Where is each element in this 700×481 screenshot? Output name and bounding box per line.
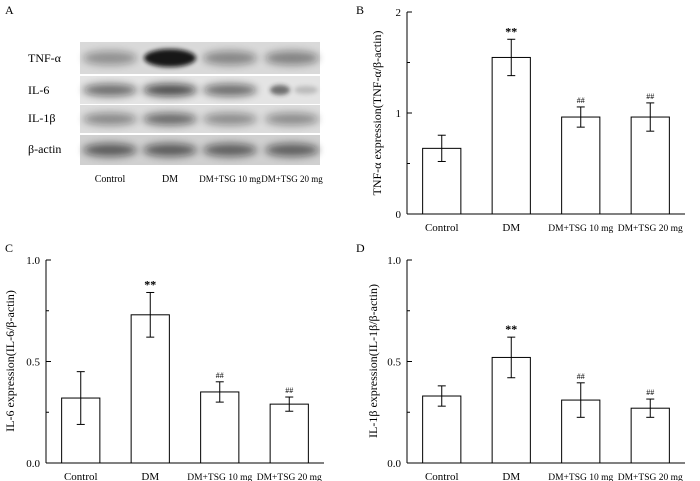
x-tick-label-4: DM+TSG 20 mg <box>257 473 322 481</box>
y-tick-label: 0.0 <box>26 458 40 470</box>
blot-band <box>203 143 257 157</box>
blot-band <box>203 112 257 126</box>
blot-row-labels: TNF-α IL-6 IL-1β β-actin <box>28 51 62 156</box>
y-axis-label: IL-6 expression(IL-6/β-actin) <box>3 290 17 432</box>
x-tick-label-2: DM <box>141 471 159 481</box>
x-tick-label-1: Control <box>425 471 459 481</box>
x-tick-label-3: DM+TSG 10 mg <box>548 473 613 481</box>
y-axis-label: TNF-α expression(TNF-α/β-actin) <box>370 31 384 196</box>
significance-mark-4: ## <box>646 388 654 397</box>
blot-band <box>143 112 197 126</box>
blot-band <box>83 143 137 157</box>
x-tick-label-3: DM+TSG 10 mg <box>548 224 613 234</box>
significance-mark-2: ** <box>144 277 156 291</box>
bar-4 <box>269 403 309 464</box>
x-tick-label-1: Control <box>64 471 98 481</box>
y-tick-label: 0.5 <box>387 357 401 369</box>
significance-mark-3: ## <box>216 371 224 380</box>
blot-row-label-actin: β-actin <box>28 142 61 156</box>
blot-lane-labels: Control DM DM+TSG 10 mg DM+TSG 20 mg <box>95 174 324 185</box>
blot-band <box>270 85 290 95</box>
blot-band <box>83 83 137 97</box>
y-axis-label: IL-1β expression(IL-1β/β-actin) <box>366 284 380 438</box>
blot-lane-label-dm: DM <box>162 174 178 185</box>
significance-mark-3: ## <box>577 372 585 381</box>
blot-band <box>83 112 137 126</box>
blot-lane-label-tsg20: DM+TSG 20 mg <box>261 174 323 184</box>
x-tick-label-4: DM+TSG 20 mg <box>618 224 683 234</box>
panel-letter-b: B <box>356 3 364 17</box>
blot-band <box>203 50 257 66</box>
x-tick-label-3: DM+TSG 10 mg <box>187 473 252 481</box>
x-tick-label-4: DM+TSG 20 mg <box>618 473 683 481</box>
bar-3 <box>200 391 240 464</box>
bar-chart-panel-c: 0.0 0.5 1.0 IL-6 expression(IL-6/β-actin) Co… <box>3 255 324 481</box>
bar-2 <box>491 56 531 215</box>
bar-1 <box>422 395 462 464</box>
y-tick-label: 0 <box>396 209 402 221</box>
blot-band <box>203 83 257 97</box>
bar-chart-panel-d: 0.0 0.5 1.0 IL-1β expression(IL-1β/β-actin)… <box>366 255 685 481</box>
panel-letter-a: A <box>5 3 14 17</box>
blot-band <box>265 143 319 157</box>
y-tick-label: 0.5 <box>26 357 40 369</box>
blot-lane-label-control: Control <box>95 174 126 185</box>
blot-band <box>83 50 137 66</box>
y-tick-label: 1.0 <box>26 255 40 267</box>
bar-3 <box>561 116 601 215</box>
blot-band <box>294 86 318 94</box>
y-tick-label: 1.0 <box>387 255 401 267</box>
blot-row-label-tnf: TNF-α <box>28 51 62 65</box>
blot-band <box>143 143 197 157</box>
significance-mark-4: ## <box>646 92 654 101</box>
blot-band <box>143 83 197 97</box>
significance-mark-2: ** <box>505 322 517 336</box>
significance-mark-4: ## <box>285 386 293 395</box>
bar-chart-panel-b: 0 1 2 TNF-α expression(TNF-α/β-actin) Contro… <box>370 7 685 234</box>
panel-letter-c: C <box>5 241 13 255</box>
panel-letter-d: D <box>356 241 365 255</box>
significance-mark-3: ## <box>577 96 585 105</box>
significance-mark-2: ** <box>505 24 517 38</box>
blot-row-label-il1b: IL-1β <box>28 111 55 125</box>
blot-lane-label-tsg10: DM+TSG 10 mg <box>199 174 261 184</box>
y-tick-label: 1 <box>396 108 402 120</box>
western-blot-panel: TNF-α IL-6 IL-1β β-actin Control DM DM+T… <box>28 42 323 185</box>
x-tick-label-1: Control <box>425 222 459 234</box>
y-tick-label: 2 <box>396 7 402 19</box>
x-tick-label-2: DM <box>502 222 520 234</box>
blot-row-label-il6: IL-6 <box>28 83 49 97</box>
x-tick-label-2: DM <box>502 471 520 481</box>
bar-4 <box>630 116 670 215</box>
blot-band <box>144 49 196 67</box>
bar-2 <box>130 314 170 464</box>
y-tick-label: 0.0 <box>387 458 401 470</box>
blot-band <box>265 50 319 66</box>
blot-band <box>265 112 319 126</box>
